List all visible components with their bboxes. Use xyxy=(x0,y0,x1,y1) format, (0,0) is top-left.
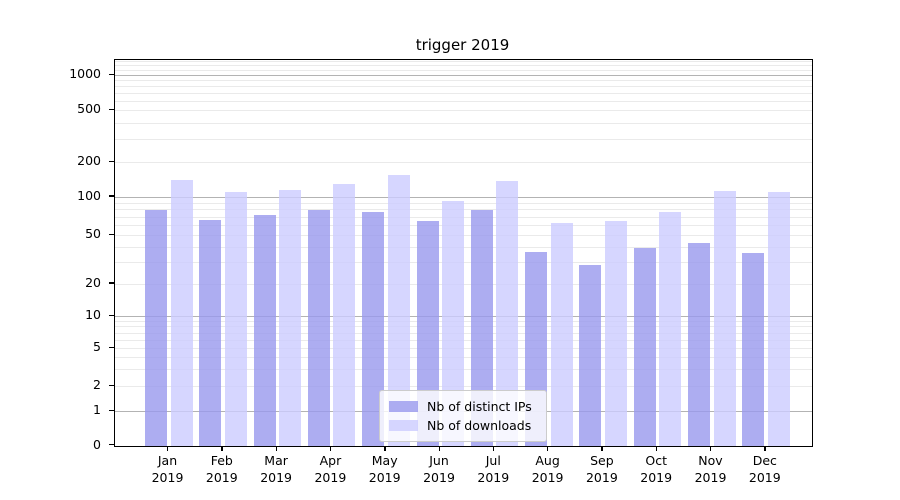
chart-title: trigger 2019 xyxy=(415,36,510,54)
legend-label-distinct-ips: Nb of distinct IPs xyxy=(427,399,532,414)
x-tick-label-oct: Oct 2019 xyxy=(640,453,673,485)
y-tick-label-200: 200 xyxy=(77,153,101,168)
major-gridline xyxy=(115,75,812,76)
x-tick-mark xyxy=(764,446,766,451)
bar-apr-distinct-ips xyxy=(307,209,330,446)
y-tick-label-2: 2 xyxy=(93,377,101,392)
y-tick-mark xyxy=(109,73,114,75)
legend: Nb of distinct IPs Nb of downloads xyxy=(379,390,547,442)
bar-dec-downloads xyxy=(767,191,790,446)
x-tick-label-aug: Aug 2019 xyxy=(531,453,564,485)
x-tick-label-feb: Feb 2019 xyxy=(205,453,238,485)
bar-may-distinct-ips xyxy=(362,212,385,446)
bar-jul-downloads xyxy=(496,181,519,446)
bar-jul-distinct-ips xyxy=(470,209,493,446)
bar-sep-distinct-ips xyxy=(579,264,602,446)
x-tick-mark xyxy=(655,446,658,451)
minor-gridline xyxy=(115,61,812,63)
y-tick-label-5: 5 xyxy=(93,339,101,355)
legend-swatch-downloads xyxy=(389,420,418,431)
bar-nov-downloads xyxy=(713,190,736,446)
x-tick-label-mar: Mar 2019 xyxy=(260,453,292,485)
y-tick-mark xyxy=(109,282,114,284)
bar-mar-distinct-ips xyxy=(253,214,276,446)
x-tick-label-nov: Nov 2019 xyxy=(694,453,727,485)
y-tick-mark xyxy=(109,346,114,349)
bar-feb-downloads xyxy=(224,192,247,446)
legend-row-distinct-ips: Nb of distinct IPs xyxy=(389,397,537,416)
minor-gridline xyxy=(115,139,812,141)
x-tick-mark xyxy=(601,446,603,451)
y-tick-label-10: 10 xyxy=(85,307,101,322)
x-tick-mark xyxy=(710,446,712,451)
bar-sep-downloads xyxy=(604,221,627,446)
major-gridline xyxy=(115,196,812,198)
x-tick-label-jul: Jul 2019 xyxy=(477,453,510,485)
bar-may-downloads xyxy=(387,174,410,446)
minor-gridline xyxy=(115,69,812,71)
x-tick-label-apr: Apr 2019 xyxy=(314,453,347,485)
bar-mar-downloads xyxy=(279,189,302,446)
bar-feb-distinct-ips xyxy=(199,220,222,446)
bar-nov-distinct-ips xyxy=(688,242,710,446)
minor-gridline xyxy=(115,101,812,102)
plot-area: Nb of distinct IPs Nb of downloads xyxy=(114,59,813,447)
y-tick-label-1: 1 xyxy=(93,402,101,417)
y-tick-mark xyxy=(109,108,114,111)
x-tick-label-dec: Dec 2019 xyxy=(748,453,781,485)
y-tick-label-100: 100 xyxy=(77,187,101,203)
y-tick-label-500: 500 xyxy=(77,101,101,117)
y-tick-label-0: 0 xyxy=(93,436,101,452)
x-tick-mark xyxy=(167,446,169,451)
minor-gridline xyxy=(115,110,812,112)
minor-gridline xyxy=(115,80,812,82)
y-tick-label-50: 50 xyxy=(85,226,101,242)
legend-swatch-distinct-ips xyxy=(389,401,418,412)
x-tick-label-sep: Sep 2019 xyxy=(585,453,618,485)
legend-label-downloads: Nb of downloads xyxy=(427,418,532,433)
y-tick-label-1000: 1000 xyxy=(69,66,101,81)
y-tick-mark xyxy=(109,195,114,197)
x-tick-mark xyxy=(221,446,223,451)
x-tick-mark xyxy=(384,446,386,451)
y-tick-mark xyxy=(109,233,114,236)
bar-aug-downloads xyxy=(550,222,573,446)
x-tick-mark xyxy=(275,446,277,451)
bar-dec-distinct-ips xyxy=(742,253,765,446)
legend-row-downloads: Nb of downloads xyxy=(389,416,537,435)
minor-gridline xyxy=(115,93,812,95)
x-tick-label-may: May 2019 xyxy=(368,453,401,485)
minor-gridline xyxy=(115,122,812,124)
bar-jun-distinct-ips xyxy=(416,221,439,446)
y-tick-mark xyxy=(109,444,114,446)
y-tick-mark xyxy=(109,409,114,411)
bar-jun-downloads xyxy=(442,201,464,446)
y-tick-label-20: 20 xyxy=(85,274,101,290)
x-tick-mark xyxy=(329,446,332,451)
x-tick-label-jun: Jun 2019 xyxy=(423,453,455,485)
x-tick-mark xyxy=(547,446,549,451)
x-tick-mark xyxy=(492,446,495,451)
bar-apr-downloads xyxy=(333,184,356,446)
y-tick-mark xyxy=(109,160,114,162)
bar-oct-downloads xyxy=(659,212,682,446)
bar-jan-distinct-ips xyxy=(145,209,167,446)
bar-oct-distinct-ips xyxy=(633,247,656,446)
x-tick-label-jan: Jan 2019 xyxy=(151,453,184,485)
minor-gridline xyxy=(115,86,812,88)
minor-gridline xyxy=(115,65,812,67)
y-tick-mark xyxy=(109,314,114,316)
minor-gridline xyxy=(115,162,812,163)
x-tick-mark xyxy=(438,446,440,451)
bar-jan-downloads xyxy=(170,180,193,446)
y-tick-mark xyxy=(109,384,114,386)
